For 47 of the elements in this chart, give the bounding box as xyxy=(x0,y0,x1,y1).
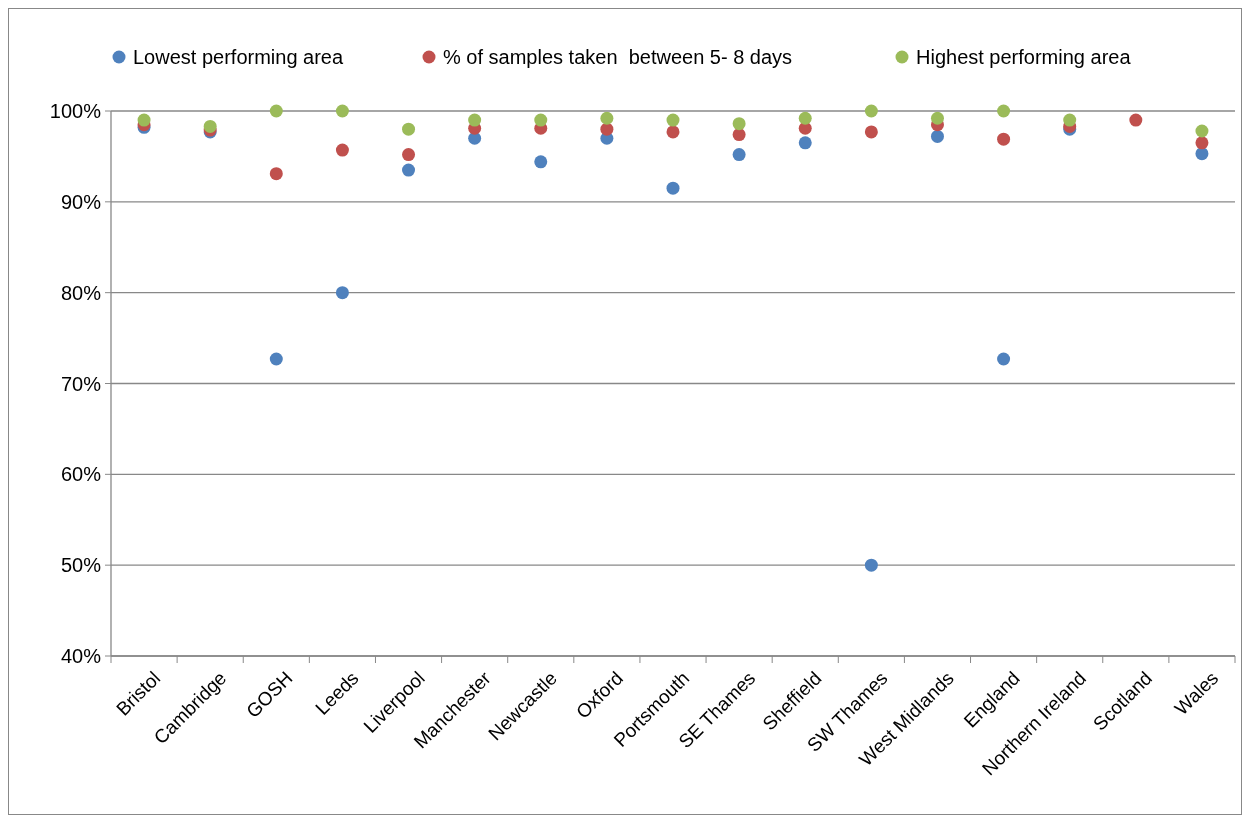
y-tick-label: 50% xyxy=(60,554,102,577)
point xyxy=(997,352,1011,366)
legend-label: % of samples taken between 5- 8 days xyxy=(443,46,793,68)
point xyxy=(402,122,416,136)
y-tick-label: 40% xyxy=(60,645,102,667)
point xyxy=(798,136,812,150)
legend-label: Lowest performing area xyxy=(133,46,344,68)
point xyxy=(864,104,878,118)
point xyxy=(732,148,746,162)
point xyxy=(534,113,548,127)
point xyxy=(930,111,944,125)
point xyxy=(269,167,283,181)
y-tick-label: 80% xyxy=(60,281,102,304)
point xyxy=(534,155,548,169)
point xyxy=(732,117,746,131)
point xyxy=(997,132,1011,146)
point xyxy=(402,148,416,162)
point xyxy=(666,181,680,195)
legend-label: Highest performing area xyxy=(916,46,1132,68)
y-tick-label: 70% xyxy=(60,372,102,395)
point xyxy=(930,129,944,143)
y-tick-label: 100% xyxy=(49,100,102,122)
point xyxy=(864,558,878,572)
point xyxy=(335,286,349,300)
point xyxy=(335,143,349,157)
point xyxy=(798,111,812,125)
y-tick-label: 90% xyxy=(60,190,102,213)
point xyxy=(269,352,283,366)
point xyxy=(1063,113,1077,127)
point xyxy=(1195,124,1209,138)
y-tick-label: 60% xyxy=(60,463,102,486)
point xyxy=(335,104,349,118)
point xyxy=(203,119,217,133)
point xyxy=(600,111,614,125)
point xyxy=(137,113,151,127)
point xyxy=(1195,136,1209,150)
point xyxy=(997,104,1011,118)
point xyxy=(402,163,416,177)
point xyxy=(666,125,680,139)
point xyxy=(1195,147,1209,161)
point xyxy=(269,104,283,118)
point xyxy=(732,128,746,142)
point xyxy=(666,113,680,127)
point xyxy=(1129,113,1143,127)
point xyxy=(468,113,482,127)
point xyxy=(600,122,614,136)
point xyxy=(864,125,878,139)
